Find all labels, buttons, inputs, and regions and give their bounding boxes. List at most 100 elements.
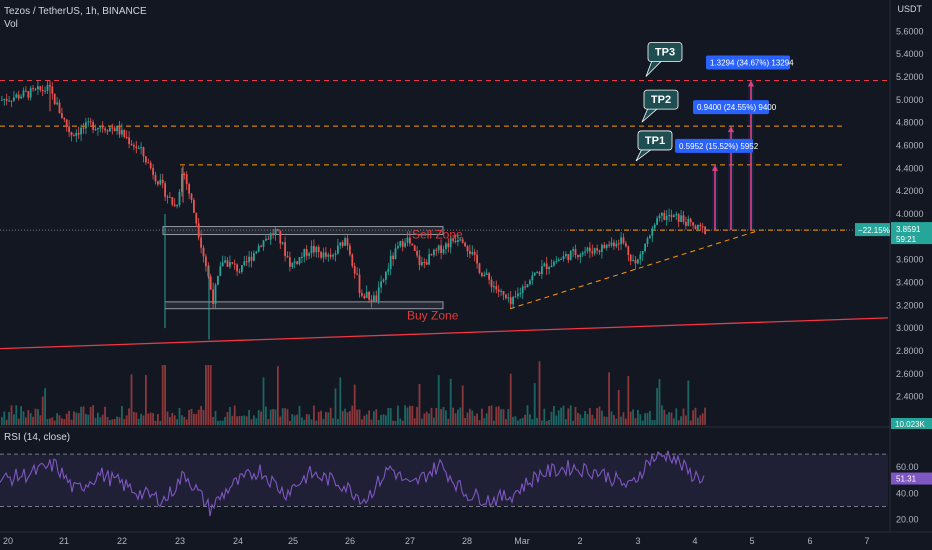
volume-bar bbox=[277, 366, 279, 425]
symbol-title[interactable]: Tezos / TetherUS, 1h, BINANCE bbox=[4, 6, 147, 17]
price-tick: 3.4000 bbox=[896, 277, 924, 287]
volume-bar bbox=[61, 418, 63, 425]
candle-body bbox=[250, 256, 253, 261]
price-tick: 2.6000 bbox=[896, 369, 924, 379]
candle-body bbox=[176, 205, 178, 207]
volume-bar bbox=[485, 413, 488, 425]
change-tag-text: −22.15% bbox=[858, 226, 890, 235]
candle-body bbox=[68, 126, 70, 133]
volume-bar bbox=[310, 419, 313, 425]
candle-body bbox=[673, 215, 675, 218]
candle-body bbox=[245, 261, 248, 263]
candle-body bbox=[327, 254, 330, 257]
volume-bar bbox=[123, 418, 126, 425]
volume-bar bbox=[58, 415, 61, 425]
candle-body bbox=[409, 237, 411, 244]
candle-body bbox=[248, 256, 250, 263]
volume-bar bbox=[373, 411, 375, 425]
candle-body bbox=[697, 224, 699, 230]
volume-bar bbox=[166, 411, 169, 425]
volume-bar bbox=[262, 377, 265, 425]
volume-bar bbox=[437, 375, 440, 425]
volume-bar bbox=[665, 414, 668, 425]
candle-body bbox=[483, 274, 486, 277]
volume-bar bbox=[572, 420, 574, 425]
volume-bar bbox=[101, 414, 104, 425]
volume-bar bbox=[337, 419, 339, 425]
volume-bar bbox=[301, 417, 303, 425]
candle-body bbox=[639, 254, 642, 260]
volume-bar bbox=[92, 405, 94, 425]
last-price-countdown: 59:21 bbox=[896, 235, 917, 244]
candle-body bbox=[281, 242, 284, 244]
candle-body bbox=[685, 221, 687, 226]
candle-body bbox=[305, 249, 308, 256]
rsi-tick: 60.00 bbox=[896, 462, 919, 472]
volume-bar bbox=[99, 417, 102, 425]
candle-body bbox=[80, 127, 82, 135]
volume-bar bbox=[344, 408, 346, 425]
volume-bar bbox=[94, 417, 97, 425]
volume-bar bbox=[502, 409, 505, 425]
volume-bar bbox=[29, 413, 32, 425]
volume-bar bbox=[591, 414, 594, 425]
candle-body bbox=[344, 238, 346, 246]
volume-bar bbox=[478, 420, 481, 425]
volume-bar bbox=[670, 412, 673, 425]
candle-body bbox=[286, 256, 289, 258]
volume-bar bbox=[500, 409, 502, 425]
volume-bar bbox=[447, 418, 450, 425]
candle-body bbox=[61, 113, 63, 118]
volume-legend[interactable]: Vol bbox=[4, 19, 18, 30]
candle-body bbox=[197, 223, 200, 238]
volume-bar bbox=[428, 413, 430, 425]
volume-bar bbox=[704, 407, 706, 425]
volume-bar bbox=[49, 418, 51, 425]
volume-bar bbox=[10, 405, 13, 425]
candle-body bbox=[389, 255, 392, 270]
volume-bar bbox=[603, 416, 606, 425]
rsi-legend[interactable]: RSI (14, close) bbox=[4, 432, 71, 443]
candle-body bbox=[649, 235, 651, 239]
volume-bar bbox=[425, 411, 428, 425]
candle-body bbox=[363, 295, 366, 299]
volume-bar bbox=[195, 413, 198, 425]
volume-bar bbox=[73, 411, 75, 425]
candle-body bbox=[428, 254, 430, 265]
candle-body bbox=[303, 249, 306, 257]
volume-bar bbox=[377, 419, 380, 425]
volume-bar bbox=[118, 417, 121, 425]
candle-body bbox=[334, 253, 337, 256]
rsi-line bbox=[0, 450, 705, 517]
candle-body bbox=[509, 297, 512, 305]
volume-bar bbox=[265, 406, 267, 425]
volume-bar bbox=[248, 410, 250, 425]
candle-body bbox=[118, 125, 121, 135]
candle-body bbox=[490, 279, 493, 288]
volume-bar bbox=[87, 414, 90, 425]
candle-body bbox=[161, 179, 164, 184]
volume-bar bbox=[125, 415, 128, 425]
candle-body bbox=[329, 254, 332, 257]
volume-bar bbox=[452, 407, 454, 425]
volume-bar bbox=[473, 415, 476, 425]
volume-bar bbox=[349, 411, 351, 425]
volume-bar bbox=[183, 416, 186, 425]
candle-body bbox=[89, 121, 92, 123]
volume-bar bbox=[147, 413, 150, 425]
price-tick: 3.0000 bbox=[896, 323, 924, 333]
candle-body bbox=[104, 128, 106, 131]
tp1-measure-text: 0.5952 (15.52%) 5952 bbox=[679, 142, 759, 151]
candle-body bbox=[212, 289, 214, 304]
candle-body bbox=[421, 262, 423, 266]
candle-body bbox=[406, 237, 409, 243]
volume-bar bbox=[3, 411, 6, 425]
volume-bar bbox=[341, 411, 344, 425]
volume-bar bbox=[641, 420, 644, 425]
time-tick: 23 bbox=[175, 536, 185, 546]
candle-body bbox=[41, 89, 44, 92]
volume-bar bbox=[524, 414, 526, 425]
volume-bar bbox=[178, 407, 181, 425]
candle-body bbox=[365, 291, 368, 299]
